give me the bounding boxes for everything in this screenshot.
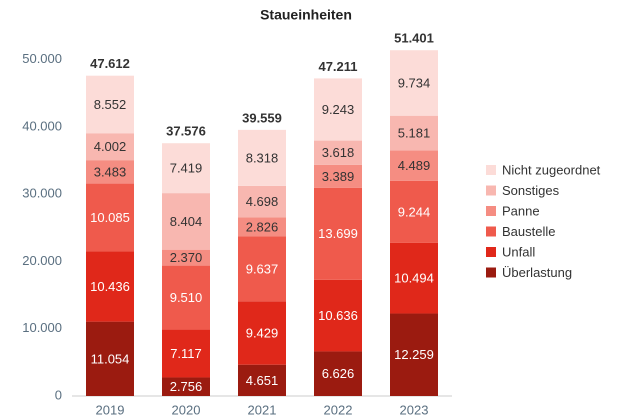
segment-label: 2.826 [246,219,279,234]
segment-label: 13.699 [318,226,358,241]
legend-label: Überlastung [502,265,572,280]
x-tick-label: 2022 [324,402,353,417]
segment-label: 10.636 [318,308,358,323]
bar-segment [162,329,210,378]
legend-swatch [486,165,496,175]
bar-segment [162,193,210,250]
bar-segment [314,351,362,396]
legend-label: Sonstiges [502,183,560,198]
x-tick-label: 2020 [172,402,201,417]
segment-label: 11.054 [91,351,130,366]
segment-label: 9.243 [322,102,355,117]
bar-segment [390,180,438,243]
legend-label: Nicht zugeordnet [502,162,601,177]
x-tick-label: 2021 [248,402,277,417]
bar-segment [86,160,134,184]
segment-label: 12.259 [394,347,434,362]
segment-label: 5.181 [398,126,431,141]
bar-segment [390,150,438,181]
y-tick-label: 40.000 [22,118,62,133]
bar-segment [314,140,362,165]
segment-label: 3.618 [322,145,355,160]
bar-segment [314,164,362,188]
bar-segment [86,75,134,134]
segment-label: 9.244 [398,204,431,219]
segment-label: 4.002 [94,139,127,154]
segment-label: 2.756 [170,379,203,394]
segment-label: 8.318 [246,150,279,165]
legend-swatch [486,206,496,216]
segment-label: 9.637 [246,261,279,276]
segment-label: 7.419 [170,161,203,176]
total-label: 47.211 [318,59,357,74]
legend-label: Unfall [502,244,535,259]
segment-label: 10.085 [90,210,130,225]
y-tick-label: 30.000 [22,186,62,201]
segment-label: 7.117 [170,346,202,361]
segment-label: 8.552 [94,97,127,112]
y-tick-label: 10.000 [22,320,62,335]
segment-label: 10.436 [90,279,130,294]
legend-swatch [486,267,496,278]
segment-label: 9.510 [170,290,203,305]
legend-swatch [486,226,496,237]
bar-segment [390,115,438,151]
legend-label: Panne [502,203,540,218]
segment-label: 4.489 [398,158,431,173]
bar-segment [162,377,210,396]
segment-label: 8.404 [170,214,203,229]
x-tick-label: 2019 [96,402,125,417]
total-label: 47.612 [90,56,130,71]
total-label: 39.559 [242,110,282,125]
bar-segment [238,301,286,365]
bar-segment [390,50,438,116]
bar-segment [238,217,286,237]
segment-label: 4.698 [246,194,279,209]
legend-swatch [486,247,496,257]
bar-segment [162,249,210,266]
bar-segment [314,78,362,141]
bar-segment [238,236,286,302]
y-tick-label: 0 [55,387,62,402]
bar-segment [86,251,134,322]
segment-label: 10.494 [394,271,434,286]
chart-title: Staueinheiten [260,7,352,23]
segment-label: 2.370 [170,250,203,265]
bar-segment [86,183,134,252]
bar-segment [314,187,362,280]
y-tick-label: 50.000 [22,51,62,66]
segment-label: 3.389 [322,169,355,184]
total-label: 51.401 [394,31,434,46]
bar-segment [86,133,134,161]
legend-label: Baustelle [502,224,555,239]
segment-label: 9.734 [398,75,431,90]
bar-segment [86,321,134,396]
total-label: 37.576 [166,124,206,139]
bar-segment [162,265,210,330]
bar-segment [390,313,438,396]
segment-label: 3.483 [94,164,127,179]
segment-label: 4.651 [246,373,279,388]
segment-label: 9.429 [246,325,279,340]
bar-segment [314,279,362,352]
bar-segment [390,242,438,314]
legend-swatch [486,185,496,196]
bar-segment [238,185,286,218]
bar-segment [162,143,210,194]
y-tick-label: 20.000 [22,253,62,268]
x-tick-label: 2023 [400,402,429,417]
segment-label: 6.626 [322,366,355,381]
bar-segment [238,364,286,396]
bar-segment [238,129,286,186]
